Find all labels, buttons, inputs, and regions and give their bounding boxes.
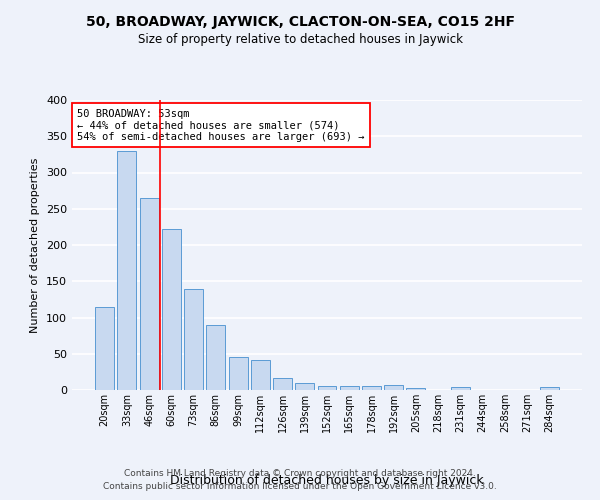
Bar [229,358,248,390]
Bar [206,325,225,390]
X-axis label: Distribution of detached houses by size in Jaywick: Distribution of detached houses by size … [170,474,484,487]
Bar [451,387,470,390]
Bar [340,386,359,390]
Bar [362,386,381,390]
Bar [140,198,158,390]
Bar [406,388,425,390]
Bar [251,360,270,390]
Bar [540,387,559,390]
Bar [317,386,337,390]
Bar [273,378,292,390]
Bar [118,151,136,390]
Text: 50, BROADWAY, JAYWICK, CLACTON-ON-SEA, CO15 2HF: 50, BROADWAY, JAYWICK, CLACTON-ON-SEA, C… [86,15,515,29]
Bar [295,384,314,390]
Text: Contains public sector information licensed under the Open Government Licence v3: Contains public sector information licen… [103,482,497,491]
Text: Contains HM Land Registry data © Crown copyright and database right 2024.: Contains HM Land Registry data © Crown c… [124,468,476,477]
Bar [162,229,181,390]
Bar [184,288,203,390]
Bar [95,306,114,390]
Y-axis label: Number of detached properties: Number of detached properties [31,158,40,332]
Text: 50 BROADWAY: 53sqm
← 44% of detached houses are smaller (574)
54% of semi-detach: 50 BROADWAY: 53sqm ← 44% of detached hou… [77,108,365,142]
Bar [384,385,403,390]
Text: Size of property relative to detached houses in Jaywick: Size of property relative to detached ho… [137,32,463,46]
